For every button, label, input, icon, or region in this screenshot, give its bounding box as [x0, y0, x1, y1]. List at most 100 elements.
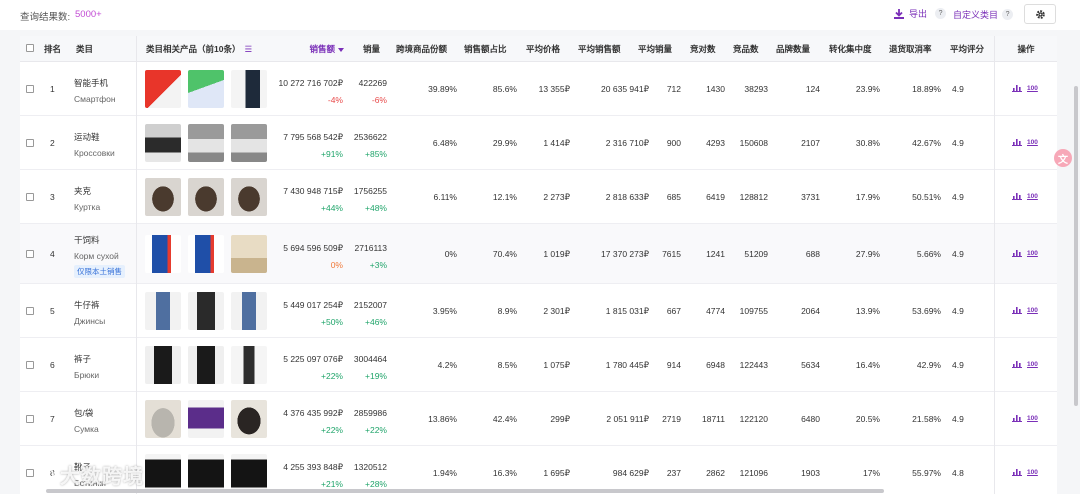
row-checkbox[interactable] [26, 250, 34, 258]
custom-category-help-icon[interactable]: ? [1002, 9, 1014, 20]
product-thumbnail[interactable] [188, 292, 224, 330]
col-avg-rating[interactable]: 平均评分 [950, 44, 985, 54]
col-competitors[interactable]: 竞对数 [690, 44, 716, 54]
table-row[interactable]: 7 包/袋 Сумка 4 376 435 992₽ +22% 2859986 +22… [20, 392, 1057, 446]
row-checkbox[interactable] [26, 85, 34, 93]
products-count: 122443 [739, 360, 768, 370]
bar-chart-icon[interactable] [1012, 138, 1022, 146]
col-return-rate[interactable]: 退货取消率 [889, 44, 932, 54]
top100-link[interactable]: 100 [1027, 360, 1038, 368]
bar-chart-icon[interactable] [1012, 192, 1022, 200]
product-thumbnail[interactable] [145, 178, 181, 216]
product-thumbnail[interactable] [145, 70, 181, 108]
table-row[interactable]: 2 运动鞋 Кроссовки 7 795 568 542₽ +91% 253662… [20, 116, 1057, 170]
product-thumbnail[interactable] [188, 124, 224, 162]
select-all-checkbox[interactable] [26, 44, 34, 52]
top100-link[interactable]: 100 [1027, 306, 1038, 314]
col-products-count[interactable]: 竞品数 [733, 44, 759, 54]
row-category[interactable]: 干饲料 Корм сухой 仅限本土销售 [74, 234, 125, 278]
product-thumbnail[interactable] [188, 400, 224, 438]
table-row[interactable]: 5 牛仔裤 Джинсы 5 449 017 254₽ +50% 2152007 +4… [20, 284, 1057, 338]
row-category[interactable]: 靴子 Ботинки [74, 461, 106, 488]
top100-link[interactable]: 100 [1027, 249, 1038, 257]
col-sales-share[interactable]: 销售额占比 [464, 44, 507, 54]
row-checkbox[interactable] [26, 193, 34, 201]
category-name-cn[interactable]: 夹克 [74, 186, 92, 196]
vertical-scrollbar[interactable] [1074, 86, 1078, 406]
list-toggle-icon[interactable]: ☰ [244, 44, 253, 54]
category-name-cn[interactable]: 包/袋 [74, 408, 94, 418]
product-thumbnail[interactable] [231, 178, 267, 216]
col-category[interactable]: 类目 [76, 44, 94, 54]
export-help-icon[interactable]: ? [935, 8, 947, 19]
product-thumbnail[interactable] [145, 235, 181, 273]
export-button[interactable]: 导出 ? [893, 7, 947, 20]
category-name-cn[interactable]: 运动鞋 [74, 132, 100, 142]
row-checkbox[interactable] [26, 469, 34, 477]
product-thumbnail[interactable] [231, 292, 267, 330]
product-thumbnail[interactable] [145, 400, 181, 438]
product-thumbnail[interactable] [231, 346, 267, 384]
bar-chart-icon[interactable] [1012, 468, 1022, 476]
top100-link[interactable]: 100 [1027, 138, 1038, 146]
row-checkbox[interactable] [26, 139, 34, 147]
product-thumbnail[interactable] [145, 124, 181, 162]
product-thumbnail[interactable] [188, 70, 224, 108]
row-category[interactable]: 智能手机 Смартфон [74, 77, 116, 104]
col-conversion[interactable]: 转化集中度 [829, 44, 872, 54]
product-thumbnail[interactable] [231, 400, 267, 438]
bar-chart-icon[interactable] [1012, 306, 1022, 314]
top100-link[interactable]: 100 [1027, 468, 1038, 476]
row-checkbox[interactable] [26, 415, 34, 423]
row-category[interactable]: 夹克 Куртка [74, 185, 100, 212]
product-thumbnail[interactable] [231, 454, 267, 492]
custom-category-button[interactable]: 自定义类目 ? [953, 8, 1014, 21]
table-row[interactable]: 4 干饲料 Корм сухой 仅限本土销售 5 694 596 509₽ 0%… [20, 224, 1057, 284]
product-thumbnail[interactable] [188, 454, 224, 492]
table-row[interactable]: 8 靴子 Ботинки 4 255 393 848₽ +21% 1320512 +2… [20, 446, 1057, 494]
settings-button[interactable] [1024, 4, 1056, 24]
col-avg-sales-qty[interactable]: 平均销量 [638, 44, 673, 54]
product-thumbnail[interactable] [231, 124, 267, 162]
row-category[interactable]: 牛仔裤 Джинсы [74, 299, 105, 326]
brands-count: 688 [805, 249, 820, 259]
product-thumbnail[interactable] [145, 346, 181, 384]
col-rank[interactable]: 排名 [44, 44, 62, 54]
bar-chart-icon[interactable] [1012, 84, 1022, 92]
category-name-cn[interactable]: 智能手机 [74, 78, 109, 88]
product-thumbnail[interactable] [145, 292, 181, 330]
row-checkbox[interactable] [26, 361, 34, 369]
product-thumbnail[interactable] [231, 235, 267, 273]
row-checkbox[interactable] [26, 307, 34, 315]
table-row[interactable]: 6 裤子 Брюки 5 225 097 076₽ +22% 3004464 +19%… [20, 338, 1057, 392]
product-thumbnail[interactable] [188, 178, 224, 216]
col-brands[interactable]: 品牌数量 [776, 44, 811, 54]
product-thumbnail[interactable] [188, 346, 224, 384]
category-name-cn[interactable]: 牛仔裤 [74, 300, 100, 310]
product-thumbnail[interactable] [188, 235, 224, 273]
category-name-cn[interactable]: 干饲料 [74, 235, 100, 245]
row-category[interactable]: 裤子 Брюки [74, 353, 99, 380]
top100-link[interactable]: 100 [1027, 192, 1038, 200]
bar-chart-icon[interactable] [1012, 414, 1022, 422]
category-name-cn[interactable]: 裤子 [74, 354, 92, 364]
col-avg-price[interactable]: 平均价格 [526, 44, 561, 54]
row-category[interactable]: 运动鞋 Кроссовки [74, 131, 115, 158]
bar-chart-icon[interactable] [1012, 249, 1022, 257]
col-cross-share[interactable]: 跨境商品份额 [396, 44, 448, 54]
floating-translate-icon[interactable]: 文 [1054, 149, 1072, 167]
category-name-cn[interactable]: 靴子 [74, 462, 92, 472]
col-avg-sales-amount[interactable]: 平均销售额 [578, 44, 621, 54]
col-sales-amount[interactable]: 销售额 [290, 36, 344, 62]
table-row[interactable]: 1 智能手机 Смартфон 10 272 716 702₽ -4% 422269… [20, 62, 1057, 116]
product-thumbnail[interactable] [145, 454, 181, 492]
top100-link[interactable]: 100 [1027, 414, 1038, 422]
table-row[interactable]: 3 夹克 Куртка 7 430 948 715₽ +44% 1756255 +48… [20, 170, 1057, 224]
conversion-concentration: 17% [862, 468, 880, 478]
horizontal-scrollbar[interactable] [46, 489, 884, 493]
col-sales-qty[interactable]: 销量 [362, 44, 380, 54]
bar-chart-icon[interactable] [1012, 360, 1022, 368]
product-thumbnail[interactable] [231, 70, 267, 108]
top100-link[interactable]: 100 [1027, 84, 1038, 92]
row-category[interactable]: 包/袋 Сумка [74, 407, 99, 434]
